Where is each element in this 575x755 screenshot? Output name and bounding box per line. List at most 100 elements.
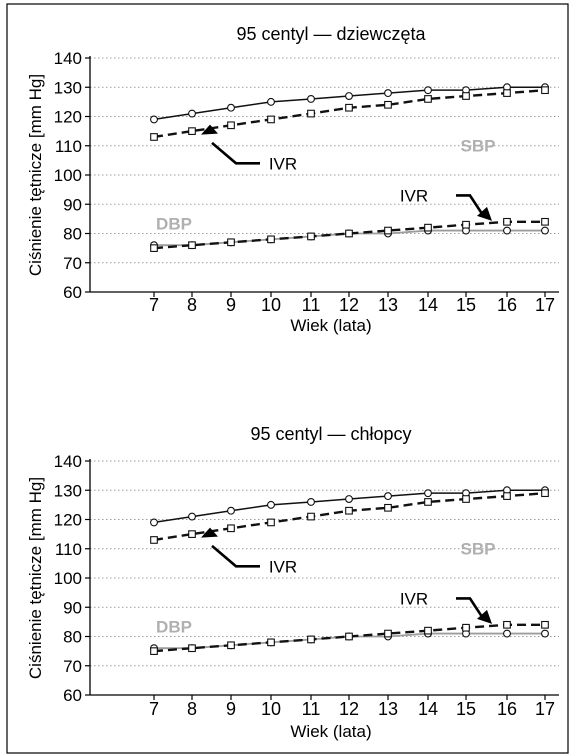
y-tick-label: 120: [54, 108, 82, 127]
data-point-circle: [384, 89, 392, 98]
data-point-square: [307, 232, 315, 241]
x-tick-label: 12: [339, 699, 359, 719]
x-tick-label: 12: [339, 295, 359, 315]
y-tick-label: 60: [63, 283, 82, 302]
data-point-circle: [384, 492, 392, 501]
x-tick-label: 17: [535, 295, 555, 315]
y-tick-label: 100: [54, 166, 82, 185]
ivr-label-upper: IVR: [269, 557, 297, 576]
data-point-square: [462, 92, 470, 100]
data-point-circle: [150, 518, 158, 527]
data-point-circle: [345, 92, 353, 100]
data-point-square: [424, 95, 432, 103]
chart-girls: 95 centyl — dziewczęta 60 70 80 90 100 110 120 1…: [26, 24, 559, 335]
data-point-square: [503, 620, 511, 629]
data-point-square: [541, 620, 549, 629]
series-line-dbp-dashed: [153, 623, 545, 653]
data-point-square: [541, 86, 549, 95]
data-point-square: [462, 495, 470, 503]
x-axis-label: Wiek (lata): [290, 722, 371, 741]
x-tick-label: 7: [149, 295, 159, 315]
x-tick-label: 14: [418, 699, 438, 719]
data-point-square: [384, 629, 392, 638]
data-point-circle: [345, 495, 353, 503]
x-tick-label: 14: [418, 295, 438, 315]
data-point-square: [307, 635, 315, 644]
data-point-circle: [188, 512, 196, 521]
data-point-circle: [424, 86, 432, 95]
data-point-circle: [150, 115, 158, 124]
x-tick-label: 16: [497, 295, 517, 315]
x-tick-label: 13: [378, 295, 398, 315]
data-point-square: [188, 127, 196, 135]
data-point-circle: [227, 103, 235, 112]
x-tick-label: 11: [302, 699, 321, 719]
x-tick-label: 10: [261, 295, 281, 315]
y-tick-label: 130: [54, 78, 82, 97]
data-point-square: [503, 217, 511, 226]
data-point-circle: [267, 500, 275, 509]
y-tick-label: 110: [55, 137, 82, 156]
x-tick-label: 8: [187, 699, 197, 719]
x-tick-label: 13: [378, 699, 398, 719]
figure-border: [6, 3, 569, 754]
data-point-square: [345, 103, 353, 112]
ivr-arrow-lower-shaft: [456, 597, 486, 621]
ivr-label-lower: IVR: [400, 186, 428, 205]
ivr-arrow-lower-shaft: [456, 194, 486, 218]
data-point-square: [188, 644, 196, 653]
x-tick-label: 7: [149, 699, 159, 719]
ivr-label-upper: IVR: [269, 154, 297, 173]
data-point-circle: [424, 489, 432, 498]
data-point-square: [188, 530, 196, 538]
data-point-square: [384, 503, 392, 512]
data-point-square: [345, 506, 353, 515]
ivr-arrow-upper-shaft: [211, 544, 260, 568]
y-tick-label: 120: [54, 511, 82, 530]
data-point-circle: [307, 94, 315, 103]
data-point-square: [227, 524, 235, 533]
data-point-square: [307, 109, 315, 118]
x-axis-label: Wiek (lata): [290, 316, 371, 335]
chart-title: 95 centyl — chłopcy: [250, 424, 411, 444]
data-point-square: [267, 518, 275, 527]
data-point-circle: [541, 629, 549, 638]
data-point-square: [424, 498, 432, 506]
y-tick-label: 80: [63, 225, 82, 244]
data-point-circle: [227, 506, 235, 515]
y-axis-label: Ciśnienie tętnicze [mm Hg]: [26, 477, 45, 679]
data-point-circle: [188, 109, 196, 118]
data-point-square: [424, 626, 432, 635]
data-point-square: [188, 241, 196, 250]
x-tick-label: 16: [497, 699, 517, 719]
data-point-square: [541, 217, 549, 226]
x-tick-label: 15: [456, 295, 476, 315]
data-point-square: [503, 89, 511, 97]
x-tick-label: 11: [302, 295, 321, 315]
x-tick-label: 9: [226, 699, 236, 719]
y-tick-label: 90: [63, 195, 82, 214]
ivr-arrow-upper-shaft: [211, 141, 260, 165]
x-tick-label: 8: [187, 295, 197, 315]
data-point-square: [462, 623, 470, 632]
data-point-circle: [503, 629, 511, 638]
data-point-circle: [307, 498, 315, 506]
data-point-square: [227, 238, 235, 247]
ivr-arrow-lower-head: [477, 206, 492, 221]
data-point-square: [150, 133, 158, 141]
y-tick-label: 70: [63, 254, 82, 273]
data-point-square: [150, 647, 158, 655]
ivr-arrow-upper-head: [201, 527, 218, 538]
y-tick-label: 60: [63, 686, 82, 705]
y-axis-label: Ciśnienie tętnicze [mm Hg]: [26, 74, 45, 276]
y-tick-label: 130: [54, 481, 82, 500]
data-point-square: [424, 223, 432, 232]
y-tick-label: 90: [63, 598, 82, 617]
data-point-square: [384, 226, 392, 235]
y-tick-label: 80: [63, 628, 82, 647]
y-tick-label: 140: [54, 452, 82, 471]
chart-title: 95 centyl — dziewczęta: [236, 24, 426, 44]
sbp-label: SBP: [461, 539, 496, 558]
data-point-square: [307, 512, 315, 521]
